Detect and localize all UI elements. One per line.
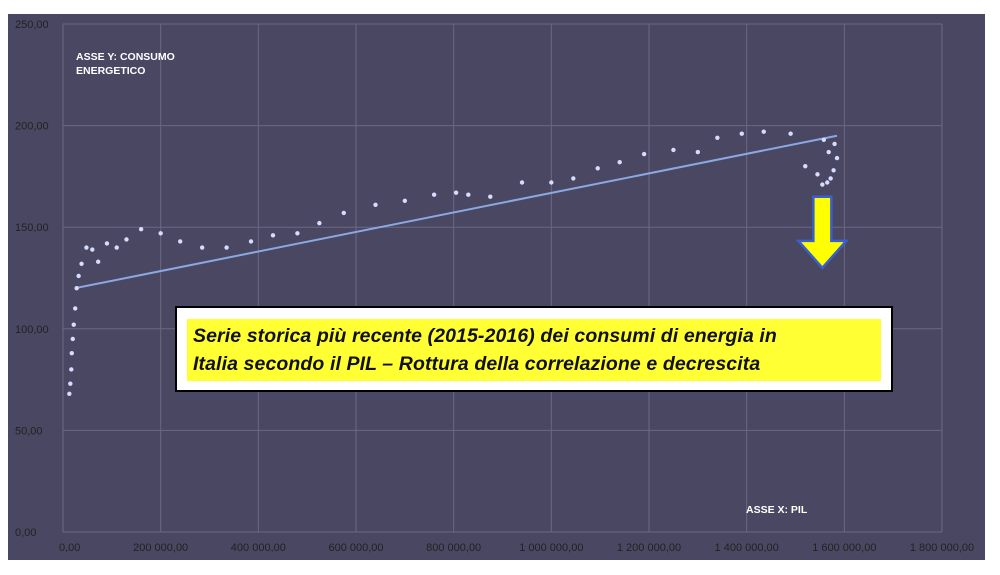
data-point: [739, 131, 744, 136]
data-point: [831, 168, 836, 173]
data-point: [788, 131, 793, 136]
y-tick-label: 50,00: [15, 425, 43, 437]
data-point: [828, 176, 833, 181]
data-point: [466, 192, 471, 197]
data-point: [74, 285, 79, 291]
data-point: [76, 273, 81, 279]
data-point: [295, 231, 300, 236]
data-point: [715, 135, 720, 140]
y-tick-label: 250,00: [15, 19, 49, 31]
plot-background: [8, 14, 985, 560]
data-point: [695, 149, 701, 155]
data-point: [270, 233, 276, 238]
data-point: [317, 220, 322, 226]
callout-line-2: Italia secondo il PIL – Rottura della co…: [193, 353, 761, 375]
y-tick-label: 200,00: [15, 121, 49, 133]
x-tick-label: 800 000,00: [426, 542, 481, 554]
x-tick-label: 1 800 000,00: [910, 542, 974, 554]
y-tick-label: 150,00: [15, 222, 49, 234]
data-point: [821, 137, 827, 143]
data-point: [549, 180, 554, 185]
data-point: [73, 306, 78, 311]
x-tick-label: 1 600 000,00: [812, 542, 876, 554]
x-tick-label: 1 400 000,00: [715, 542, 779, 554]
trendline: [75, 134, 838, 290]
data-point: [595, 166, 600, 171]
data-point: [104, 241, 110, 246]
data-point: [671, 147, 676, 153]
data-point: [224, 245, 229, 250]
y-axis-tick-labels: 0,00 50,00 100,00 150,00 200,00 250,00: [15, 19, 49, 539]
data-point: [803, 164, 808, 169]
x-axis-label: ASSE X: PIL: [746, 504, 808, 516]
data-point: [199, 245, 205, 250]
data-point: [248, 239, 254, 244]
down-arrow-icon: [795, 195, 850, 270]
callout-highlight: Serie storica più recente (2015-2016) de…: [187, 319, 881, 381]
data-point: [815, 172, 820, 177]
data-point: [178, 239, 183, 244]
callout-box: Serie storica più recente (2015-2016) de…: [175, 306, 893, 392]
x-axis-tick-labels: 0,00 200 000,00 400 000,00 600 000,00 800 00…: [59, 542, 974, 554]
data-point: [832, 141, 837, 147]
data-point: [617, 159, 622, 165]
data-point: [519, 180, 525, 185]
data-point: [820, 182, 825, 187]
data-point: [79, 261, 84, 266]
data-point: [453, 190, 459, 195]
data-point: [67, 391, 72, 397]
y-tick-label: 0,00: [15, 527, 36, 539]
data-point: [571, 176, 576, 181]
callout-line-1: Serie storica più recente (2015-2016) de…: [193, 325, 777, 347]
data-points: [67, 129, 840, 397]
data-point: [826, 149, 831, 155]
data-point: [158, 231, 163, 236]
data-point: [641, 151, 647, 157]
data-point: [431, 192, 437, 197]
data-point: [341, 210, 346, 216]
y-axis-label-line-2: ENERGETICO: [76, 65, 145, 77]
x-tick-label: 1 200 000,00: [617, 542, 681, 554]
data-point: [90, 247, 95, 252]
data-point: [825, 180, 830, 185]
data-point: [488, 194, 493, 199]
y-tick-label: 100,00: [15, 324, 49, 336]
x-tick-label: 200 000,00: [133, 542, 188, 554]
x-tick-label: 1 000 000,00: [519, 542, 583, 554]
data-point: [761, 129, 766, 134]
data-point: [402, 198, 408, 203]
y-axis-label-line-1: ASSE Y: CONSUMO: [76, 51, 175, 63]
data-point: [69, 350, 74, 356]
data-point: [71, 322, 76, 327]
data-point: [70, 336, 75, 342]
data-point: [124, 237, 129, 242]
x-tick-label: 400 000,00: [231, 542, 286, 554]
data-point: [114, 245, 119, 250]
data-point: [95, 259, 101, 264]
data-point: [84, 245, 89, 250]
grid: [62, 23, 943, 533]
x-tick-label: 0,00: [59, 542, 80, 554]
data-point: [138, 227, 144, 232]
x-tick-label: 600 000,00: [328, 542, 383, 554]
data-point: [373, 202, 378, 208]
data-point: [834, 155, 840, 161]
data-point: [69, 367, 74, 372]
data-point: [68, 381, 73, 386]
